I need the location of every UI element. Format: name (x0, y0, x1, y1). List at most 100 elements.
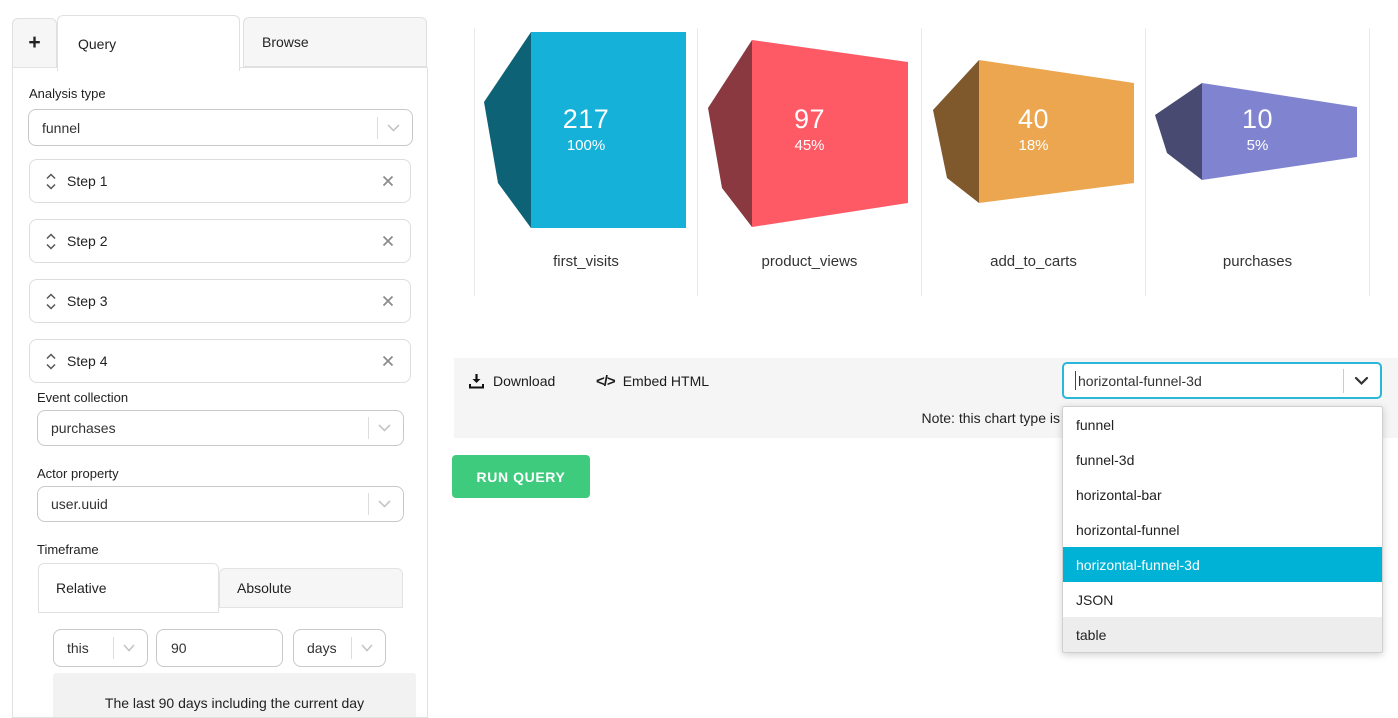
actor-property-select[interactable]: user.uuid (37, 486, 404, 522)
segment-values: 40 18% (922, 104, 1145, 158)
tab-browse-label: Browse (262, 34, 309, 50)
relative-unit-value: days (307, 640, 337, 656)
run-query-button[interactable]: RUN QUERY (452, 455, 590, 498)
segment-count: 40 (1017, 104, 1050, 134)
segment-label: add_to_carts (990, 253, 1077, 270)
event-collection-label: Event collection (37, 390, 129, 405)
timeframe-tab-absolute-label: Absolute (237, 580, 292, 596)
timeframe-tab-relative[interactable]: Relative (38, 563, 219, 613)
segment-count: 97 (793, 104, 826, 134)
chart-type-note: Note: this chart type is (921, 410, 1060, 426)
close-icon[interactable] (382, 355, 394, 367)
segment-label: product_views (761, 253, 858, 270)
segment-count: 10 (1241, 104, 1274, 134)
actor-property-label: Actor property (37, 466, 119, 481)
funnel-segment-first-visits: 217 100% first_visits (474, 28, 698, 296)
tab-query[interactable]: Query (57, 15, 240, 71)
chevron-down-icon[interactable] (1354, 376, 1369, 386)
query-panel: Analysis type funnel Step 1 Step 2 (12, 67, 428, 718)
relative-amount-input[interactable] (156, 629, 283, 667)
select-divider (368, 417, 369, 439)
reorder-icon[interactable] (46, 232, 56, 250)
download-button[interactable]: Download (468, 370, 555, 392)
option-horizontal-bar[interactable]: horizontal-bar (1076, 486, 1162, 503)
option-funnel-3d[interactable]: funnel-3d (1076, 451, 1135, 468)
option-funnel[interactable]: funnel (1076, 416, 1115, 433)
select-divider (351, 637, 352, 659)
option-horizontal-funnel[interactable]: horizontal-funnel (1076, 521, 1180, 538)
embed-html-button[interactable]: </> Embed HTML (596, 370, 709, 392)
chart-type-dropdown-list: funnel funnel-3d horizontal-bar horizont… (1062, 406, 1383, 653)
relative-unit-select[interactable]: days (293, 629, 386, 667)
step-label: Step 2 (67, 233, 108, 249)
reorder-icon[interactable] (46, 352, 56, 370)
option-horizontal-funnel-3d[interactable]: horizontal-funnel-3d (1063, 547, 1382, 582)
select-divider (368, 493, 369, 515)
tab-browse[interactable]: Browse (243, 17, 427, 67)
select-adorn (377, 116, 412, 139)
step-row-4[interactable]: Step 4 (29, 339, 411, 383)
chart-type-value: horizontal-funnel-3d (1078, 372, 1202, 389)
event-collection-value: purchases (51, 420, 116, 436)
close-icon[interactable] (382, 235, 394, 247)
download-icon (468, 373, 485, 390)
chevron-down-icon (378, 500, 391, 508)
actor-property-value: user.uuid (51, 496, 108, 512)
select-adorn (368, 493, 403, 515)
tab-query-label: Query (78, 35, 117, 52)
step-row-1[interactable]: Step 1 (29, 159, 411, 203)
relative-scope-select[interactable]: this (53, 629, 148, 667)
timeframe-tab-absolute[interactable]: Absolute (219, 568, 403, 608)
chevron-down-icon (361, 644, 373, 652)
select-adorn (113, 637, 147, 659)
funnel-3d-shape (1155, 83, 1357, 180)
funnel-3d-shape (484, 32, 686, 228)
segment-values: 97 45% (698, 104, 921, 158)
timeframe-description: The last 90 days including the current d… (53, 673, 416, 717)
step-label: Step 4 (67, 353, 108, 369)
segment-label: first_visits (553, 253, 619, 270)
segment-percent: 18% (1018, 137, 1049, 154)
funnel-segment-add-to-carts: 40 18% add_to_carts (922, 28, 1146, 296)
segment-values: 10 5% (1146, 104, 1369, 158)
plus-icon: + (28, 31, 41, 54)
chevron-down-icon (378, 424, 391, 432)
funnel-segment-purchases: 10 5% purchases (1146, 28, 1370, 296)
step-row-2[interactable]: Step 2 (29, 219, 411, 263)
analysis-type-value: funnel (42, 119, 81, 136)
chart-type-select[interactable]: horizontal-funnel-3d (1062, 362, 1382, 399)
segment-percent: 45% (794, 137, 825, 154)
code-icon: </> (596, 372, 616, 390)
chevron-down-icon (387, 123, 400, 132)
select-adorn (351, 637, 385, 659)
step-label: Step 1 (67, 173, 108, 189)
analysis-type-select[interactable]: funnel (28, 109, 413, 146)
step-label: Step 3 (67, 293, 108, 309)
segment-count: 217 (562, 104, 610, 134)
event-collection-select[interactable]: purchases (37, 410, 404, 446)
timeframe-label: Timeframe (37, 542, 99, 557)
close-icon[interactable] (382, 175, 394, 187)
relative-scope-value: this (67, 640, 89, 656)
select-divider (113, 637, 114, 659)
chevron-down-icon (123, 644, 135, 652)
text-cursor (1075, 371, 1076, 390)
option-json[interactable]: JSON (1076, 591, 1114, 608)
option-table[interactable]: table (1063, 617, 1382, 652)
step-row-3[interactable]: Step 3 (29, 279, 411, 323)
select-divider (377, 116, 378, 139)
select-adorn (1343, 368, 1380, 393)
funnel-chart: 217 100% first_visits 97 45% product_vie… (474, 28, 1371, 296)
timeframe-tab-relative-label: Relative (56, 580, 107, 596)
new-query-tab-button[interactable]: + (12, 18, 57, 68)
analysis-type-label: Analysis type (29, 86, 106, 101)
segment-percent: 100% (566, 137, 606, 154)
download-label: Download (493, 373, 556, 389)
reorder-icon[interactable] (46, 172, 56, 190)
segment-label: purchases (1222, 253, 1293, 270)
close-icon[interactable] (382, 295, 394, 307)
segment-percent: 5% (1246, 137, 1269, 154)
select-adorn (368, 417, 403, 439)
funnel-segment-product-views: 97 45% product_views (698, 28, 922, 296)
reorder-icon[interactable] (46, 292, 56, 310)
